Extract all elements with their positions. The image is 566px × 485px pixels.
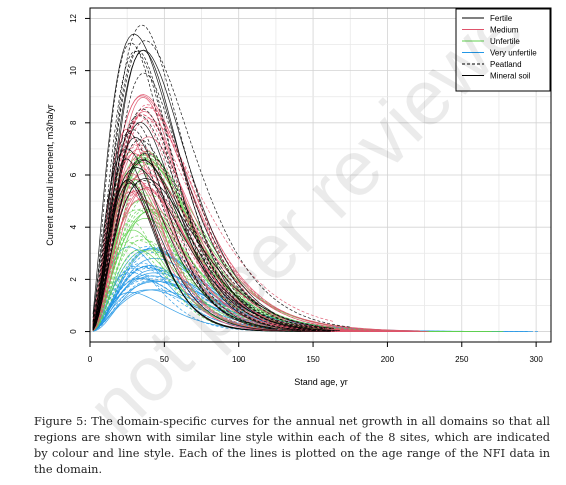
growth-curve-fertile-15 — [92, 152, 320, 330]
x-tick-label-1: 50 — [160, 355, 169, 364]
growth-curve-fertile-5 — [92, 50, 328, 331]
legend-label-2: Unfertile — [490, 37, 520, 46]
growth-curve-very-unfertile-29 — [92, 267, 388, 332]
growth-curve-medium-27 — [92, 174, 385, 332]
growth-curve-fertile-18 — [92, 137, 278, 331]
growth-curve-medium-32 — [92, 94, 415, 332]
growth-curve-fertile-8 — [92, 158, 260, 331]
x-tick-label-3: 150 — [306, 355, 320, 364]
y-axis-label: Current annual increment, m3/ha/yr — [45, 104, 55, 246]
legend: Fertile Medium Unfertile Very unfertile Peat… — [455, 8, 551, 92]
growth-curve-fertile-10 — [92, 167, 260, 324]
growth-curve-fertile-22 — [92, 160, 340, 331]
growth-curve-fertile-21 — [92, 139, 326, 330]
growth-curve-medium-5 — [92, 106, 391, 332]
y-tick-label-6: 12 — [69, 13, 78, 22]
y-tick-label-2: 4 — [69, 224, 78, 229]
growth-curve-medium-15 — [92, 168, 394, 332]
x-axis-label: Stand age, yr — [294, 377, 348, 387]
y-axis: 0 2 4 6 8 10 12 — [69, 13, 90, 334]
growth-curves — [92, 24, 540, 332]
growth-curve-medium-17 — [92, 104, 352, 331]
legend-label-5: Mineral soil — [490, 72, 531, 81]
growth-curve-fertile-16 — [92, 158, 331, 332]
x-axis: 0 50 100 150 200 250 300 — [88, 342, 543, 364]
growth-curve-fertile-24 — [92, 148, 272, 328]
legend-label-0: Fertile — [490, 14, 513, 23]
growth-curve-fertile-23 — [92, 108, 334, 331]
growth-curve-fertile-14 — [92, 33, 334, 329]
growth-curve-fertile-19 — [92, 72, 305, 331]
growth-curve-medium-3 — [92, 190, 340, 332]
growth-curves-chart: 0 50 100 150 200 250 300 0 2 4 6 8 10 12 Stand age, … — [45, 7, 552, 387]
y-tick-label-5: 10 — [69, 66, 78, 75]
legend-label-3: Very unfertile — [490, 49, 537, 58]
growth-curve-fertile-2 — [92, 182, 302, 332]
y-tick-label-0: 0 — [69, 329, 78, 334]
x-tick-label-0: 0 — [88, 355, 93, 364]
y-tick-label-3: 6 — [69, 172, 78, 177]
x-tick-label-4: 200 — [381, 355, 395, 364]
x-tick-label-2: 100 — [232, 355, 246, 364]
growth-curve-fertile-1 — [92, 40, 352, 328]
growth-curve-fertile-26 — [92, 49, 275, 329]
y-tick-label-1: 2 — [69, 277, 78, 282]
growth-curve-medium-29 — [92, 153, 406, 332]
legend-label-1: Medium — [490, 26, 519, 35]
growth-curve-fertile-6 — [92, 121, 317, 332]
figure-caption: Figure 5: The domain-specific curves for… — [34, 415, 550, 476]
x-tick-label-6: 300 — [529, 355, 543, 364]
legend-box — [455, 8, 551, 92]
growth-curve-fertile-13 — [92, 180, 331, 329]
growth-curve-medium-21 — [92, 118, 334, 326]
y-tick-label-4: 8 — [69, 120, 78, 125]
growth-curve-fertile-25 — [92, 49, 317, 331]
x-tick-label-5: 250 — [455, 355, 469, 364]
growth-curve-medium-28 — [92, 172, 421, 332]
legend-label-4: Peatland — [490, 60, 522, 69]
growth-curve-fertile-3 — [92, 132, 302, 331]
growth-curve-fertile-17 — [92, 42, 337, 332]
